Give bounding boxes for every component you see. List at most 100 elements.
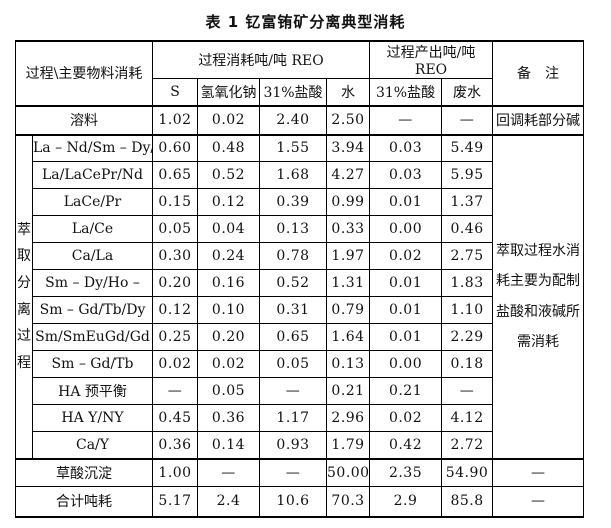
value-cell: 1.68 — [259, 161, 327, 189]
value-cell: 0.01 — [369, 269, 443, 297]
value-cell: 2.50 — [325, 104, 371, 135]
value-cell: 0.36 — [152, 431, 198, 459]
value-cell: 4.12 — [441, 404, 494, 432]
value-cell: 0.18 — [441, 350, 494, 378]
table-row-extraction: Sm – Gd/Tb/Dy 0.12 0.10 0.31 0.79 0.01 1… — [16, 296, 584, 324]
table-row-extraction: Sm – Dy/Ho – 0.20 0.16 0.52 1.31 0.01 1.… — [16, 269, 584, 297]
header-process-column: 过程\主要物料消耗 — [15, 40, 153, 106]
value-cell: 0.05 — [152, 215, 198, 243]
value-cell: 0.02 — [152, 350, 198, 378]
value-cell: 2.96 — [325, 404, 371, 432]
row-label-cell: Sm – Gd/Tb/Dy — [32, 296, 153, 324]
value-cell: 0.36 — [197, 404, 260, 432]
row-label-cell: Ca/Y — [32, 431, 153, 459]
value-cell: 0.00 — [369, 215, 443, 243]
value-cell: 0.01 — [369, 323, 443, 351]
row-label-cell: 草酸沉淀 — [15, 457, 153, 487]
value-cell: 4.27 — [325, 161, 371, 189]
value-cell: 1.55 — [259, 133, 327, 162]
value-cell: 50.00 — [325, 457, 371, 487]
value-cell: 5.49 — [441, 133, 494, 162]
row-label-cell: 合计吨耗 — [15, 486, 153, 517]
value-cell: 0.21 — [369, 377, 443, 405]
value-cell: 0.02 — [197, 104, 260, 135]
row-label-cell: La/Ce — [32, 215, 153, 243]
value-cell: 0.39 — [259, 188, 327, 216]
value-cell: 0.48 — [197, 133, 260, 162]
row-label-cell: Sm – Dy/Ho – — [32, 269, 153, 297]
value-cell: — — [441, 104, 494, 135]
row-label-cell: La – Nd/Sm – Dy/Ho – — [32, 133, 153, 162]
table-row-extraction: HA Y/NY 0.45 0.36 1.17 2.96 0.02 4.12 — [16, 404, 584, 432]
table-row-extraction: Sm/SmEuGd/Gd 0.25 0.20 0.65 1.64 0.01 2.… — [16, 323, 584, 351]
value-cell: 0.10 — [197, 296, 260, 324]
value-cell: 0.05 — [259, 350, 327, 378]
value-cell: — — [197, 457, 260, 487]
value-cell: 0.00 — [369, 350, 443, 378]
table-row-extraction: HA 预平衡 — 0.05 — 0.21 0.21 — — [16, 377, 584, 405]
value-cell: — — [441, 377, 494, 405]
value-cell: 1.10 — [441, 296, 494, 324]
value-cell: 0.20 — [197, 323, 260, 351]
header-row-groups: 过程\主要物料消耗 过程消耗吨/吨 REO 过程产出吨/吨 REO 备 注 — [15, 40, 585, 106]
value-cell: 0.93 — [259, 431, 327, 459]
value-cell: 1.83 — [441, 269, 494, 297]
value-cell: 0.13 — [259, 215, 327, 243]
value-cell: 2.29 — [441, 323, 494, 351]
header-sub-hcl-out: 31%盐酸 — [369, 78, 443, 106]
value-cell: 3.94 — [325, 133, 371, 162]
value-cell: 1.79 — [325, 431, 371, 459]
value-cell: 2.9 — [369, 486, 443, 517]
header-sub-hcl-in: 31%盐酸 — [259, 78, 327, 106]
row-label-cell: 溶料 — [15, 104, 153, 135]
value-cell: 0.03 — [369, 133, 443, 162]
value-cell: 70.3 — [325, 486, 371, 517]
value-cell: 1.97 — [325, 242, 371, 270]
value-cell: 0.79 — [325, 296, 371, 324]
table-title: 表 1 钇富铕矿分离典型消耗 — [205, 13, 406, 31]
header-consume-group: 过程消耗吨/吨 REO — [151, 40, 371, 79]
value-cell: 0.60 — [152, 133, 198, 162]
value-cell: 0.52 — [197, 161, 260, 189]
value-cell: 0.12 — [152, 296, 198, 324]
value-cell: 1.37 — [441, 188, 494, 216]
row-label-cell: La/LaCePr/Nd — [32, 161, 153, 189]
remark-cell: — — [492, 457, 585, 487]
value-cell: 0.33 — [325, 215, 371, 243]
row-label-cell: Sm/SmEuGd/Gd — [32, 323, 153, 351]
value-cell: 5.17 — [152, 486, 198, 517]
value-cell: 0.25 — [152, 323, 198, 351]
table-row-total: 合计吨耗 5.17 2.4 10.6 70.3 2.9 85.8 — — [15, 486, 585, 517]
value-cell: 0.78 — [259, 242, 327, 270]
table-row-extraction: 萃取分离过程 La – Nd/Sm – Dy/Ho – 0.60 0.48 1.… — [15, 133, 585, 459]
extraction-remark-cell: 萃取过程水消耗主要为配制盐酸和液碱所需消耗 — [492, 133, 585, 459]
table-row-extraction: La/LaCePr/Nd 0.65 0.52 1.68 4.27 0.03 5.… — [16, 161, 584, 189]
value-cell: 85.8 — [441, 486, 494, 517]
value-cell: 0.52 — [259, 269, 327, 297]
remark-cell: — — [492, 486, 585, 517]
value-cell: 0.46 — [441, 215, 494, 243]
value-cell: 0.65 — [152, 161, 198, 189]
value-cell: 1.64 — [325, 323, 371, 351]
row-label-cell: HA Y/NY — [32, 404, 153, 432]
value-cell: 0.01 — [369, 188, 443, 216]
value-cell: — — [259, 457, 327, 487]
row-label-cell: HA 预平衡 — [32, 377, 153, 405]
value-cell: 2.35 — [369, 457, 443, 487]
header-remark-column: 备 注 — [492, 40, 585, 106]
value-cell: 0.30 — [152, 242, 198, 270]
value-cell: 1.17 — [259, 404, 327, 432]
header-output-group: 过程产出吨/吨 REO — [369, 40, 494, 79]
value-cell: — — [369, 104, 443, 135]
value-cell: 0.15 — [152, 188, 198, 216]
value-cell: 0.24 — [197, 242, 260, 270]
header-sub-naoh: 氢氧化钠 — [197, 78, 260, 106]
value-cell: 1.31 — [325, 269, 371, 297]
consumption-table: 过程\主要物料消耗 过程消耗吨/吨 REO 过程产出吨/吨 REO 备 注 S … — [15, 40, 585, 518]
header-sub-wastewater: 废水 — [441, 78, 494, 106]
value-cell: 2.72 — [441, 431, 494, 459]
value-cell: 0.13 — [325, 350, 371, 378]
value-cell: 0.21 — [325, 377, 371, 405]
table-row-oxalate: 草酸沉淀 1.00 — — 50.00 2.35 54.90 — — [15, 457, 585, 487]
remark-cell: 回调耗部分碱 — [492, 104, 585, 135]
